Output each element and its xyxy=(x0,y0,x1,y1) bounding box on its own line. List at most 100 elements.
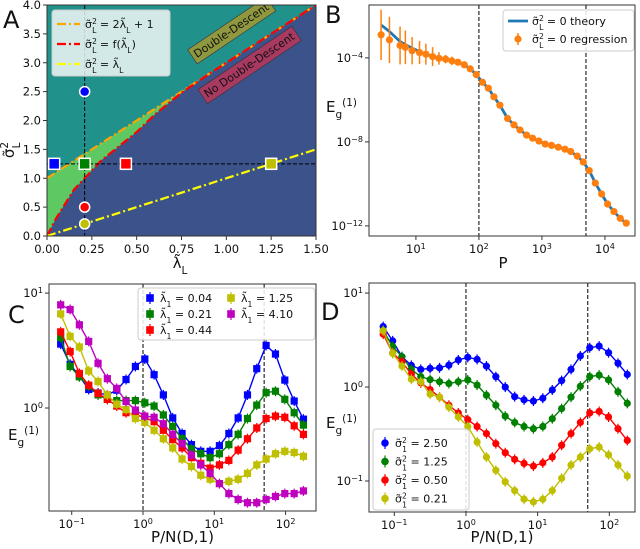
data-point xyxy=(623,399,631,407)
data-point xyxy=(131,362,140,371)
data-point xyxy=(150,413,158,421)
legend-marker xyxy=(227,294,235,302)
regression-point xyxy=(415,48,424,57)
data-point xyxy=(206,454,214,462)
regression-point xyxy=(585,166,593,175)
data-point xyxy=(262,414,270,423)
data-point xyxy=(614,359,622,367)
data-point xyxy=(417,373,425,381)
data-point xyxy=(271,412,280,420)
data-point xyxy=(281,376,289,384)
data-point xyxy=(614,388,622,396)
data-point xyxy=(473,381,481,389)
panel-label: B xyxy=(325,1,341,29)
regression-point xyxy=(429,53,437,61)
data-point xyxy=(262,455,270,463)
data-point xyxy=(253,461,261,469)
data-point xyxy=(243,469,252,477)
data-point xyxy=(169,430,177,438)
legend-label: σ̃2 1 = 0.50 xyxy=(395,473,448,491)
data-point xyxy=(614,461,622,469)
data-point xyxy=(75,369,83,378)
series xyxy=(379,325,631,507)
data-point xyxy=(234,430,242,438)
data-point xyxy=(501,383,509,391)
square-marker xyxy=(119,157,133,171)
regression-point xyxy=(535,137,543,145)
data-point xyxy=(57,328,65,336)
data-point xyxy=(131,406,140,414)
data-point xyxy=(215,461,224,469)
y-tick-label: 10−8 xyxy=(336,134,363,149)
x-tick-label: 101 xyxy=(204,517,224,532)
data-point xyxy=(57,301,65,309)
data-point xyxy=(464,376,472,384)
y-axis-label: Eg(1) xyxy=(8,425,39,449)
data-point xyxy=(225,477,233,485)
regression-point xyxy=(460,61,468,69)
y-tick-label: 100 xyxy=(343,380,363,395)
y-tick-label: 4.0 xyxy=(23,0,41,12)
data-point xyxy=(501,449,509,457)
data-point xyxy=(169,414,177,422)
x-tick-label: 1.25 xyxy=(258,242,284,256)
regression-point xyxy=(385,36,394,44)
regression-point xyxy=(478,78,487,86)
data-point xyxy=(122,397,130,406)
data-point xyxy=(595,342,603,350)
regression-point xyxy=(597,190,606,198)
data-point xyxy=(576,453,584,461)
x-tick-label: 10−1 xyxy=(381,518,408,533)
regression-point xyxy=(547,141,556,150)
data-point xyxy=(57,310,65,318)
x-tick-label: 1.50 xyxy=(303,242,329,256)
legend-label: σ̃2 1 = 1.25 xyxy=(395,454,448,472)
annotation-box xyxy=(197,25,302,105)
data-point xyxy=(520,422,528,431)
data-point xyxy=(159,426,167,434)
regression-point xyxy=(541,140,549,148)
legend-box xyxy=(372,428,470,511)
data-point xyxy=(290,422,298,430)
data-point xyxy=(389,349,397,358)
data-point xyxy=(206,475,214,483)
data-point xyxy=(558,474,566,482)
data-point xyxy=(159,391,167,399)
panel-label: A xyxy=(3,6,20,34)
data-point xyxy=(271,350,280,358)
data-point xyxy=(623,370,631,379)
y-tick-label: 100 xyxy=(23,401,43,416)
data-point xyxy=(501,412,509,420)
data-point xyxy=(243,414,252,423)
data-point xyxy=(464,422,472,431)
data-point xyxy=(548,453,556,461)
data-point xyxy=(281,413,289,421)
data-point xyxy=(169,422,177,431)
data-point xyxy=(113,384,121,393)
x-tick-label: 101 xyxy=(406,242,426,257)
data-point xyxy=(253,401,261,409)
data-point xyxy=(454,356,462,364)
data-point xyxy=(435,393,444,401)
data-point xyxy=(435,364,444,372)
data-point xyxy=(85,367,93,375)
y-axis-label: Eg(1) xyxy=(326,97,357,121)
data-point xyxy=(57,333,65,342)
data-point xyxy=(482,453,491,461)
data-point xyxy=(225,489,233,498)
data-point xyxy=(113,400,121,408)
regression-point xyxy=(401,43,409,51)
data-point xyxy=(435,378,444,386)
legend-marker xyxy=(381,494,389,503)
data-point xyxy=(187,451,196,459)
data-point xyxy=(253,424,261,432)
regression-point xyxy=(454,58,462,66)
regression-point xyxy=(610,207,618,216)
data-point xyxy=(243,391,252,399)
y-tick-label: 10−12 xyxy=(331,218,363,233)
x-tick-label: 102 xyxy=(276,517,296,532)
data-point xyxy=(150,426,158,434)
legend-box xyxy=(137,287,316,341)
